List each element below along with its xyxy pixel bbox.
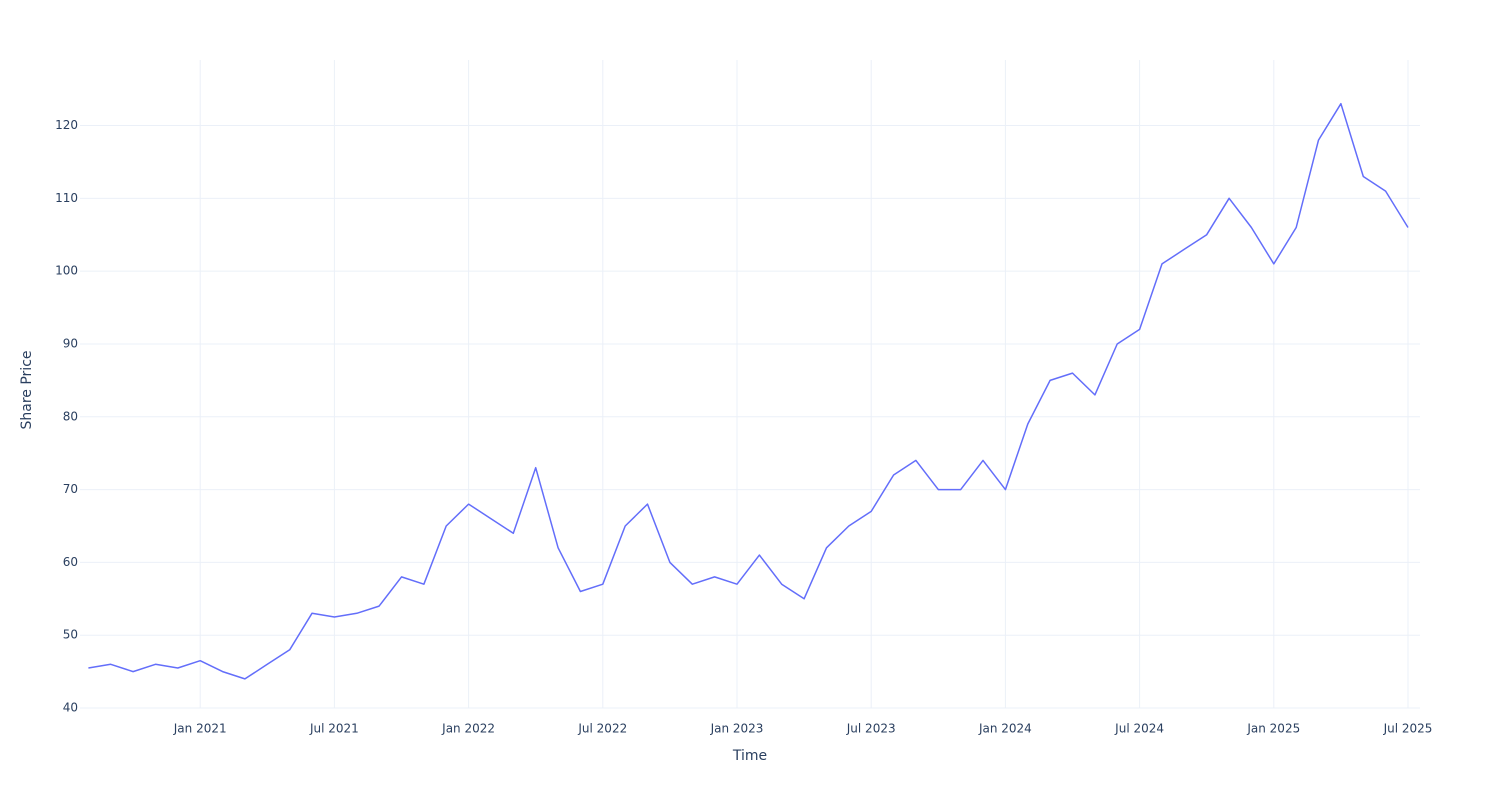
x-tick-label: Jan 2021 bbox=[173, 722, 227, 736]
y-tick-label: 120 bbox=[55, 118, 78, 132]
x-tick-label: Jan 2024 bbox=[978, 722, 1032, 736]
x-tick-label: Jul 2022 bbox=[577, 722, 627, 736]
y-tick-label: 40 bbox=[63, 701, 78, 715]
y-tick-label: 80 bbox=[63, 409, 78, 423]
price-line bbox=[88, 102, 1409, 680]
x-tick-label: Jan 2023 bbox=[710, 722, 764, 736]
x-tick-label: Jul 2021 bbox=[309, 722, 359, 736]
y-tick-label: 70 bbox=[63, 482, 78, 496]
x-tick-label: Jul 2023 bbox=[846, 722, 896, 736]
x-tick-label: Jul 2025 bbox=[1383, 722, 1433, 736]
y-tick-label: 60 bbox=[63, 555, 78, 569]
y-tick-label: 100 bbox=[55, 264, 78, 278]
y-axis-title: Share Price bbox=[19, 350, 35, 429]
x-tick-label: Jan 2022 bbox=[441, 722, 495, 736]
y-tick-label: 50 bbox=[63, 628, 78, 642]
x-tick-label: Jan 2025 bbox=[1246, 722, 1300, 736]
x-tick-label: Jul 2024 bbox=[1114, 722, 1164, 736]
x-axis-title: Time bbox=[732, 748, 767, 764]
y-tick-label: 90 bbox=[63, 336, 78, 350]
y-tick-label: 110 bbox=[55, 191, 78, 205]
